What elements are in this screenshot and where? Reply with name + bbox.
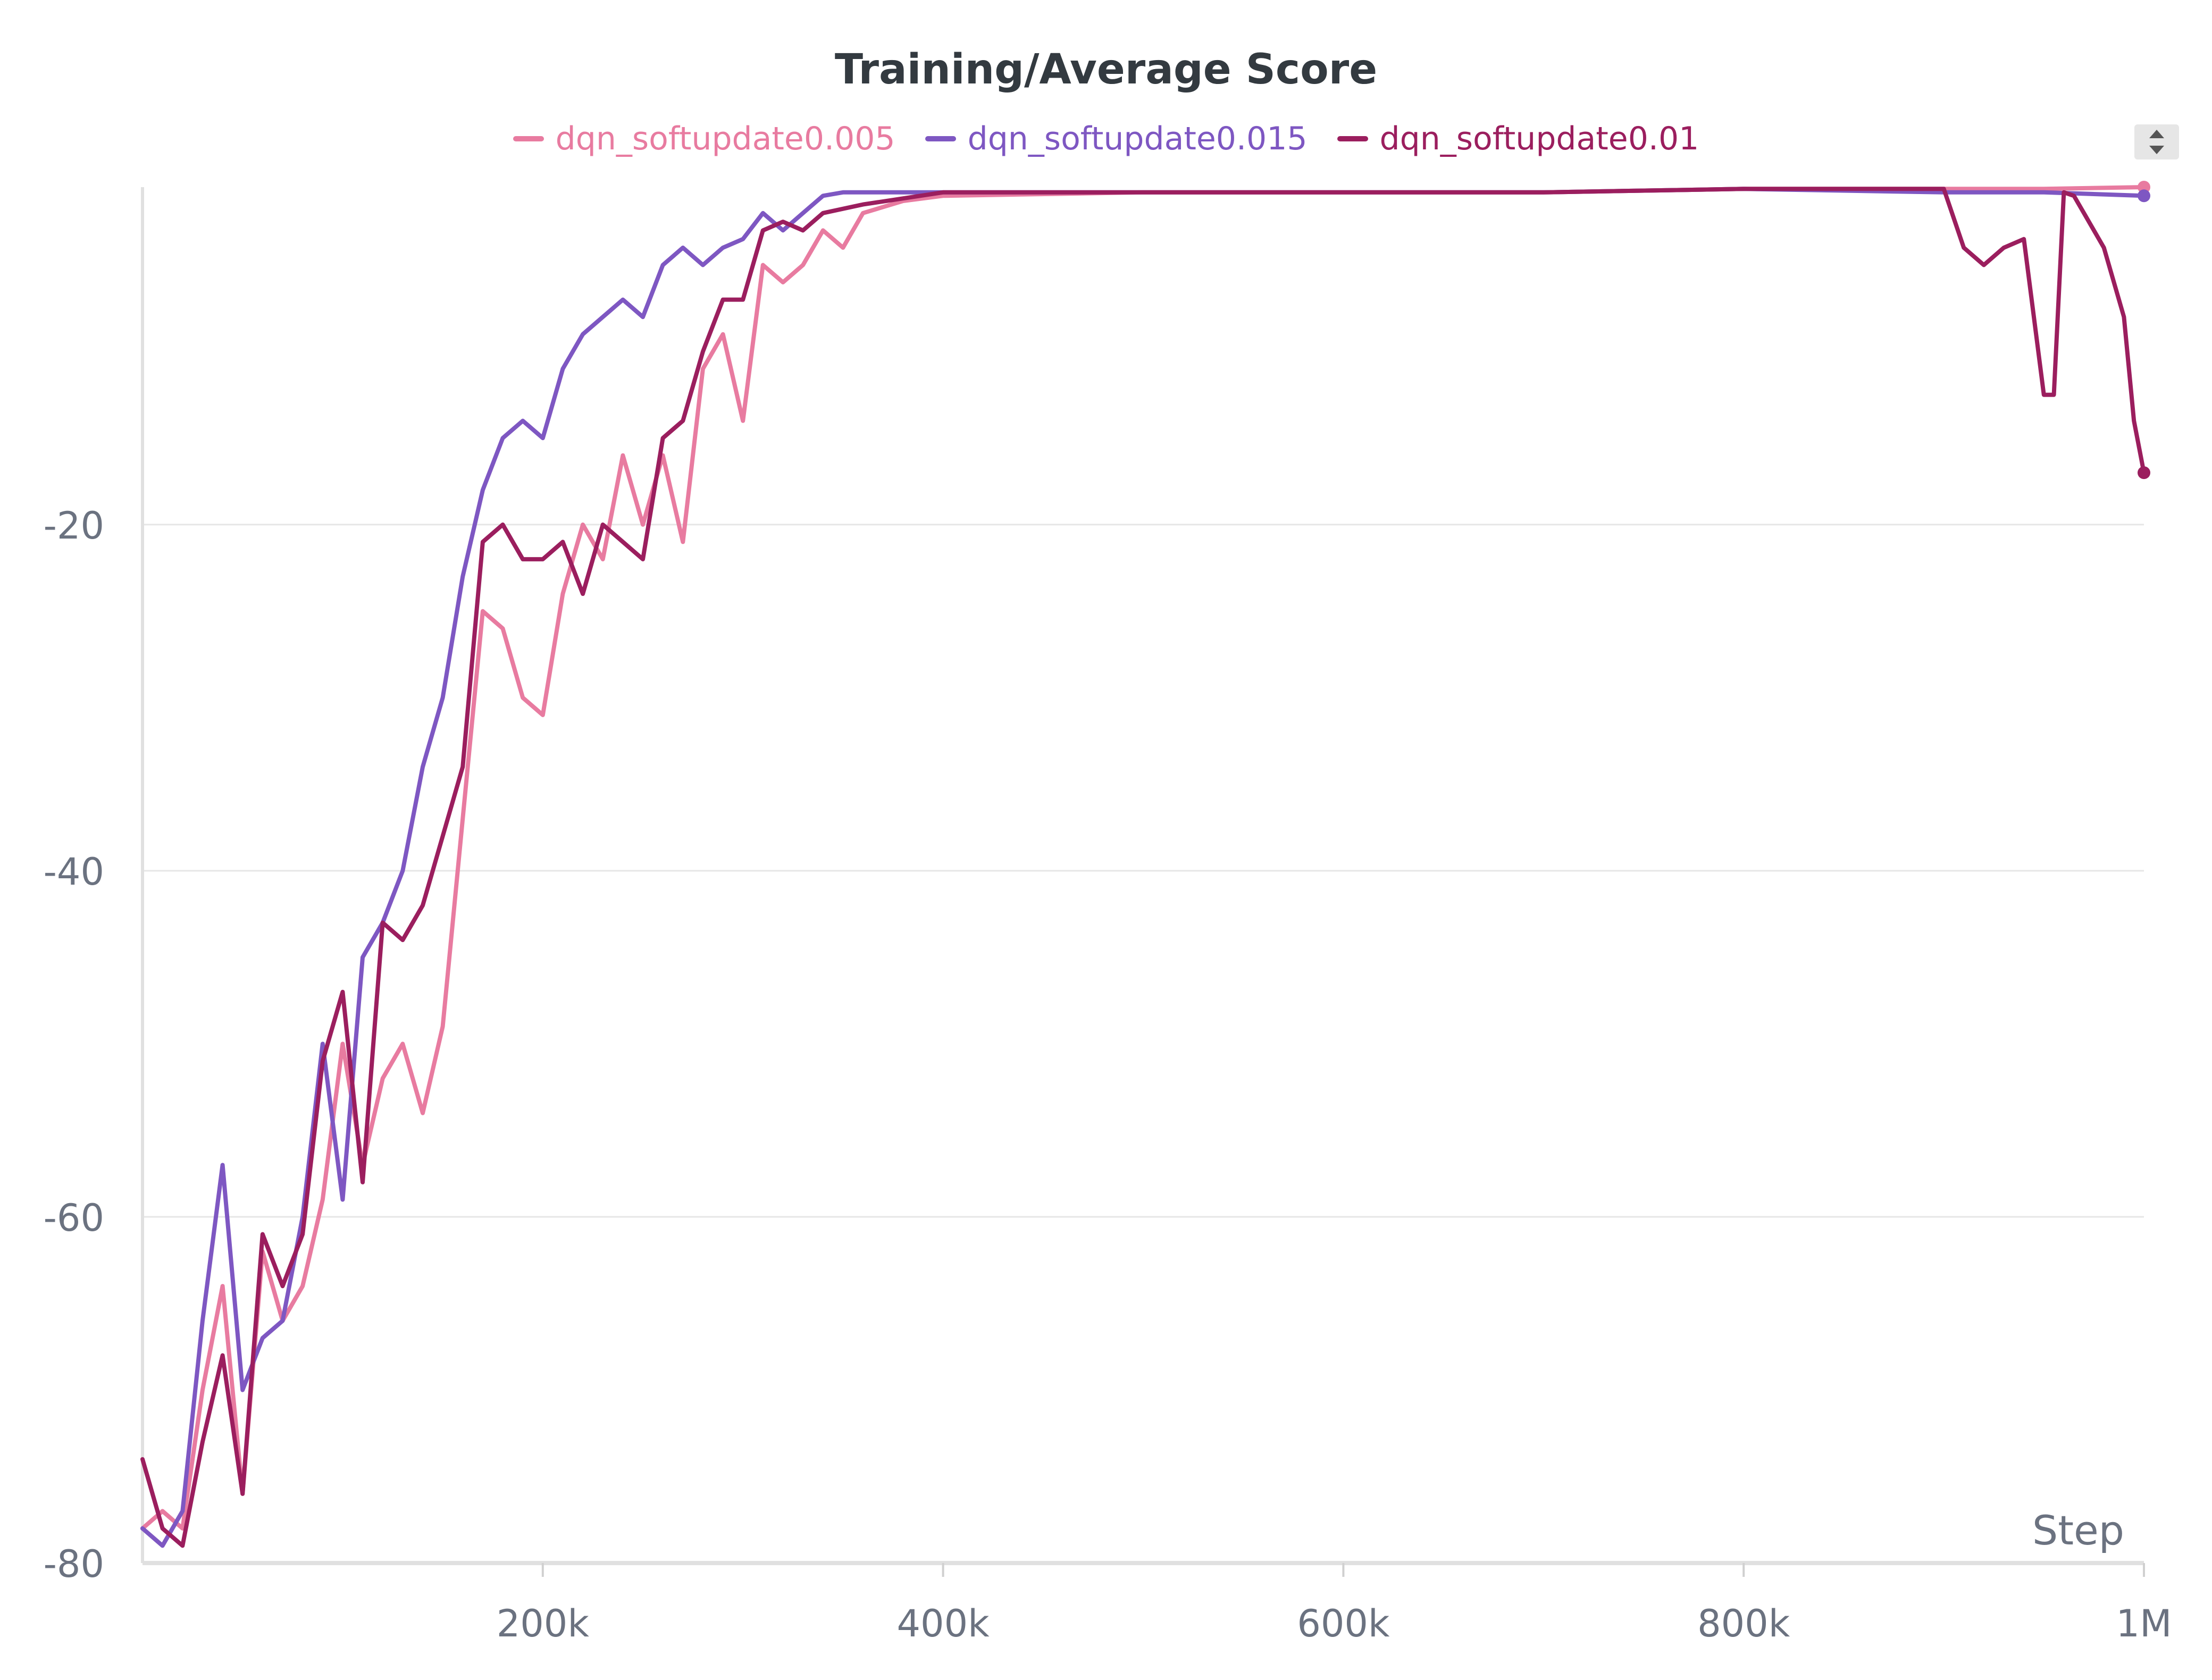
x-tick-label: 200k [497,1602,590,1645]
y-tick-label: -80 [44,1542,104,1586]
legend-item-series-1[interactable]: dqn_softupdate0.015 [925,120,1308,157]
y-tick-label: -60 [44,1196,104,1240]
series-lines [140,181,2150,1548]
x-axis-label: Step [2032,1507,2124,1554]
series-end-marker-1 [2138,189,2150,203]
axes [141,187,2145,1577]
legend-swatch-series-1 [925,136,956,141]
y-tick-label: -20 [44,504,104,548]
chart-title: Training/Average Score [834,46,1378,94]
x-tick-label: 600k [1297,1602,1390,1645]
legend-item-series-2[interactable]: dqn_softupdate0.01 [1337,120,1699,157]
x-tick-label: 800k [1697,1602,1790,1645]
y-tick-label: -40 [44,850,104,894]
tick-labels: -80 -60 -40 -20 200k 400k 600k 800k 1M [44,504,2172,1645]
legend-label-series-2: dqn_softupdate0.01 [1379,120,1699,157]
legend-label-series-0: dqn_softupdate0.005 [555,120,895,157]
legend-item-series-0[interactable]: dqn_softupdate0.005 [513,120,895,157]
series-line-1 [140,187,2146,1548]
legend: dqn_softupdate0.005 dqn_softupdate0.015 … [0,120,2212,157]
up-down-arrows-icon [2149,130,2164,154]
series-line-0 [140,185,2146,1531]
x-tick-label: 1M [2116,1602,2172,1645]
x-tick-label: 400k [897,1602,990,1645]
legend-label-series-1: dqn_softupdate0.015 [967,120,1308,157]
grid-lines [143,524,2144,1218]
legend-swatch-series-0 [513,136,544,141]
legend-scroll-button[interactable] [2134,124,2179,159]
series-line-2 [140,187,2146,1548]
legend-swatch-series-2 [1337,136,1368,141]
series-end-marker-2 [2138,466,2150,480]
